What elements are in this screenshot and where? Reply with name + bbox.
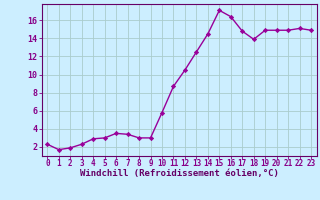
X-axis label: Windchill (Refroidissement éolien,°C): Windchill (Refroidissement éolien,°C) (80, 169, 279, 178)
